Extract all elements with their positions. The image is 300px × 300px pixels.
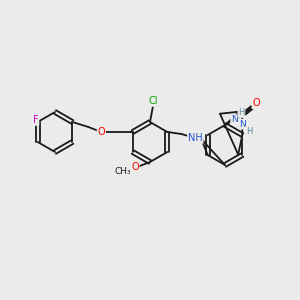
Text: N: N — [239, 120, 246, 129]
Text: NH: NH — [188, 133, 203, 143]
Text: N: N — [231, 115, 238, 124]
Text: Cl: Cl — [148, 96, 158, 106]
Text: CH₃: CH₃ — [115, 167, 131, 176]
Text: F: F — [33, 115, 38, 125]
Text: O: O — [131, 162, 139, 172]
Text: H: H — [238, 108, 244, 117]
Text: O: O — [98, 127, 105, 137]
Text: H: H — [246, 127, 252, 136]
Text: O: O — [252, 98, 260, 108]
